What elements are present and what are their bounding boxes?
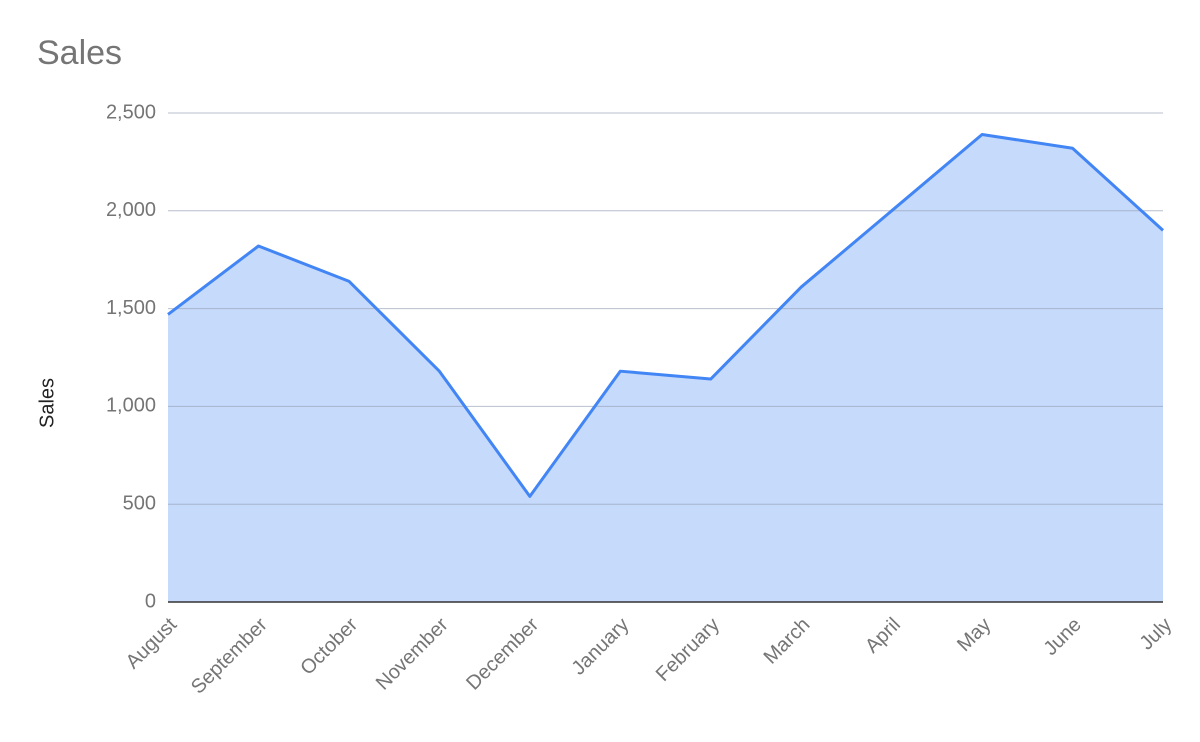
x-tick-label: April (861, 614, 905, 658)
chart-title: Sales (37, 34, 122, 72)
y-tick-label: 0 (145, 590, 156, 612)
x-tick-label: June (1040, 614, 1086, 660)
line (167, 133, 1165, 498)
y-tick-label: 2,500 (106, 101, 156, 123)
x-tick-label: November (372, 613, 453, 694)
x-tick-label: March (760, 614, 815, 669)
x-tick-label: December (462, 613, 543, 694)
x-tick-label: February (652, 614, 724, 686)
y-tick-label: 1,000 (106, 395, 156, 417)
x-tick-label: October (296, 613, 362, 679)
x-tick-label: September (187, 613, 272, 698)
y-axis-title: Sales (36, 378, 58, 428)
y-tick-label: 2,000 (106, 199, 156, 221)
y-tick-label: 500 (123, 492, 156, 514)
x-tick-label: August (122, 613, 182, 673)
area-fill (168, 134, 1163, 603)
y-tick-label: 1,500 (106, 297, 156, 319)
x-tick-label: January (568, 614, 634, 680)
x-tick-label: May (953, 614, 995, 656)
x-tick-label: July (1136, 614, 1177, 655)
